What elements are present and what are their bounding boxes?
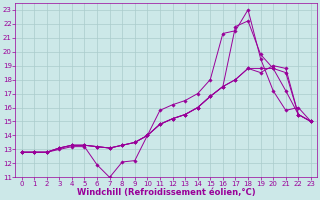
X-axis label: Windchill (Refroidissement éolien,°C): Windchill (Refroidissement éolien,°C) — [77, 188, 256, 197]
